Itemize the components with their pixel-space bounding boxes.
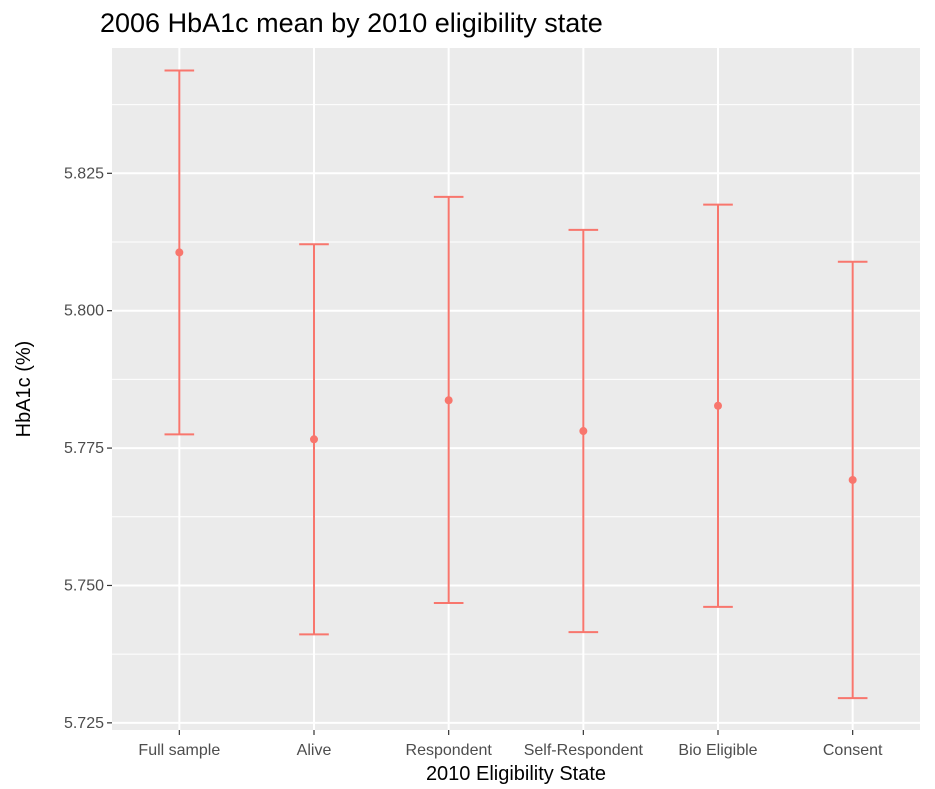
x-axis-title: 2010 Eligibility State (426, 763, 606, 785)
y-tick-label: 5.775 (64, 440, 104, 457)
x-tick-label: Full sample (138, 742, 220, 759)
mean-point (714, 401, 722, 410)
mean-point (175, 248, 184, 257)
mean-point (444, 396, 453, 405)
y-axis-title: HbA1c (%) (13, 341, 35, 438)
data-marks (164, 69, 868, 700)
plot-panel (112, 48, 920, 730)
mean-point (310, 435, 318, 444)
x-axis: Full sample Alive Respondent Self-Responden… (138, 730, 883, 759)
mean-point (579, 427, 588, 436)
x-tick-label: Self-Respondent (524, 742, 644, 759)
x-tick-label: Consent (823, 742, 883, 759)
y-tick-label: 5.800 (64, 303, 104, 320)
x-tick-label: Bio Eligible (678, 742, 757, 759)
mean-point (848, 475, 857, 484)
y-tick-label: 5.825 (64, 165, 104, 182)
y-axis: 5.725 5.750 5.775 5.800 5.825 (64, 165, 112, 732)
x-tick-label: Respondent (406, 742, 493, 759)
chart-title: 2006 HbA1c mean by 2010 eligibility stat… (100, 8, 603, 38)
minor-gridlines (112, 104, 920, 655)
x-tick-label: Alive (297, 742, 332, 759)
y-tick-label: 5.725 (64, 715, 104, 732)
y-tick-label: 5.750 (64, 577, 104, 594)
